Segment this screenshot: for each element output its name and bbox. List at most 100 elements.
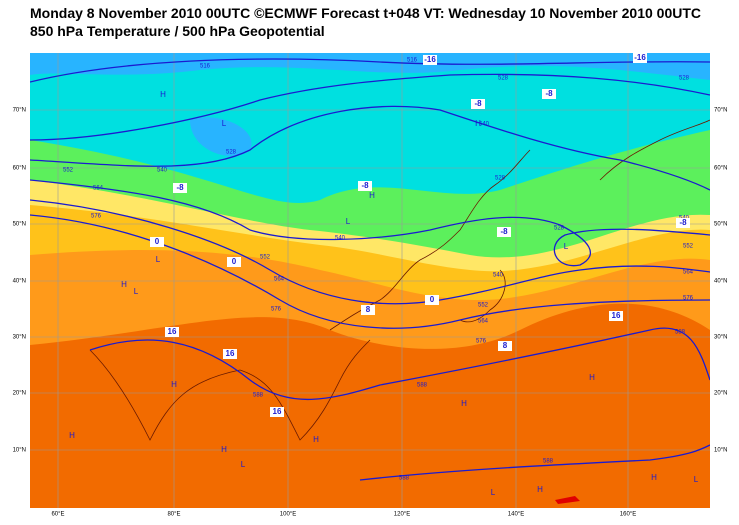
temperature-label: 16 bbox=[226, 349, 235, 358]
temperature-label-box bbox=[358, 181, 372, 191]
geopotential-label: 552 bbox=[63, 168, 74, 174]
latitude-label: 20°N bbox=[714, 391, 727, 397]
geopotential-label: 552 bbox=[683, 244, 694, 250]
cyan-area bbox=[30, 53, 710, 203]
geopotential-label: 564 bbox=[683, 270, 694, 276]
geopotential-label: 576 bbox=[271, 307, 282, 313]
pressure-center: H bbox=[160, 90, 166, 99]
temperature-label: 8 bbox=[503, 341, 508, 350]
latitude-label: 30°N bbox=[714, 335, 727, 341]
geopotential-label: 528 bbox=[226, 150, 237, 156]
temperature-label-box bbox=[542, 89, 556, 99]
pressure-center: L bbox=[346, 217, 351, 226]
latitude-label: 40°N bbox=[13, 279, 26, 285]
temperature-label-box bbox=[423, 55, 437, 65]
temperature-label-box bbox=[270, 407, 284, 417]
temperature-label: -8 bbox=[500, 227, 508, 236]
geopotential-label: 540 bbox=[479, 122, 490, 128]
temperature-field bbox=[30, 53, 710, 508]
geopotential-label: 528 bbox=[498, 76, 509, 82]
temperature-label: 16 bbox=[612, 311, 621, 320]
temperature-label: -16 bbox=[424, 55, 436, 64]
pressure-center: H bbox=[121, 280, 127, 289]
latitude-label: 60°N bbox=[714, 166, 727, 172]
latitude-label: 70°N bbox=[714, 108, 727, 114]
latitude-label: 30°N bbox=[13, 335, 26, 341]
geopotential-label: 564 bbox=[274, 277, 285, 283]
geopotential-label: 528 bbox=[554, 226, 565, 232]
pressure-center: L bbox=[222, 119, 227, 128]
temperature-label-box bbox=[165, 327, 179, 337]
temperature-label: -16 bbox=[634, 53, 646, 62]
longitude-label: 60°E bbox=[51, 512, 64, 518]
pressure-center: H bbox=[313, 435, 319, 444]
pressure-center: H bbox=[369, 191, 375, 200]
temperature-label-box bbox=[223, 349, 237, 359]
latitude-label: 10°N bbox=[714, 448, 727, 454]
latitude-label: 60°N bbox=[13, 166, 26, 172]
temperature-label: 0 bbox=[155, 237, 160, 246]
geopotential-label: 528 bbox=[495, 176, 506, 182]
geopotential-label: 564 bbox=[93, 186, 104, 192]
geopotential-label: 552 bbox=[260, 255, 271, 261]
temperature-label: -8 bbox=[679, 218, 687, 227]
temperature-label-box bbox=[425, 295, 439, 305]
geopotential-label: 588 bbox=[417, 383, 428, 389]
latitude-label: 50°N bbox=[714, 222, 727, 228]
longitude-label: 120°E bbox=[394, 512, 410, 518]
pressure-center: L bbox=[134, 287, 139, 296]
temperature-label-box bbox=[150, 237, 164, 247]
pressure-center: L bbox=[241, 460, 246, 469]
temperature-label-box bbox=[227, 257, 241, 267]
pressure-center: L bbox=[694, 475, 699, 484]
hot-spot bbox=[555, 496, 580, 504]
graticule bbox=[30, 53, 710, 508]
temperature-label-box bbox=[471, 99, 485, 109]
temperature-label: 16 bbox=[168, 327, 177, 336]
pressure-center: H bbox=[537, 485, 543, 494]
geopotential-label: 540 bbox=[335, 236, 346, 242]
temperature-label: 8 bbox=[366, 305, 371, 314]
pressure-center: H bbox=[475, 119, 481, 128]
contours bbox=[30, 58, 710, 481]
longitude-label: 160°E bbox=[620, 512, 636, 518]
temperature-label-box bbox=[173, 183, 187, 193]
longitude-label: 80°E bbox=[167, 512, 180, 518]
geopotential-label: 576 bbox=[91, 214, 102, 220]
temperature-label: -8 bbox=[176, 183, 184, 192]
latitude-label: 50°N bbox=[13, 222, 26, 228]
pressure-center: H bbox=[221, 445, 227, 454]
geopotential-label: 588 bbox=[543, 459, 554, 465]
temperature-label-box bbox=[497, 227, 511, 237]
latitude-label: 40°N bbox=[714, 279, 727, 285]
geopotential-label: 540 bbox=[493, 273, 504, 279]
pressure-center: H bbox=[69, 431, 75, 440]
pressure-center: L bbox=[491, 488, 496, 497]
geopotential-label: 576 bbox=[683, 296, 694, 302]
temperature-label-box bbox=[498, 341, 512, 351]
pressure-center: H bbox=[171, 380, 177, 389]
temperature-label: -8 bbox=[474, 99, 482, 108]
pressure-center: L bbox=[564, 242, 569, 251]
longitude-label: 100°E bbox=[280, 512, 296, 518]
geopotential-label: 588 bbox=[399, 476, 410, 482]
temperature-label-box bbox=[633, 53, 647, 63]
title: Monday 8 November 2010 00UTC ©ECMWF Fore… bbox=[30, 5, 702, 21]
subtitle: 850 hPa Temperature / 500 hPa Geopotenti… bbox=[30, 23, 325, 39]
temperature-label-box bbox=[676, 218, 690, 228]
cold-area bbox=[190, 117, 252, 156]
geopotential-label: 576 bbox=[476, 339, 487, 345]
longitude-label: 140°E bbox=[508, 512, 524, 518]
geopotential-label: 588 bbox=[253, 393, 264, 399]
geopotential-label: 516 bbox=[200, 64, 211, 70]
geopotential-label: 528 bbox=[679, 76, 690, 82]
geopotential-label: 552 bbox=[478, 303, 489, 309]
latitude-label: 20°N bbox=[13, 391, 26, 397]
geopotential-label: 588 bbox=[675, 330, 686, 336]
cold-area bbox=[30, 53, 710, 80]
latitude-label: 10°N bbox=[13, 448, 26, 454]
geopotential-label: 516 bbox=[407, 58, 418, 64]
temperature-label: -8 bbox=[361, 181, 369, 190]
